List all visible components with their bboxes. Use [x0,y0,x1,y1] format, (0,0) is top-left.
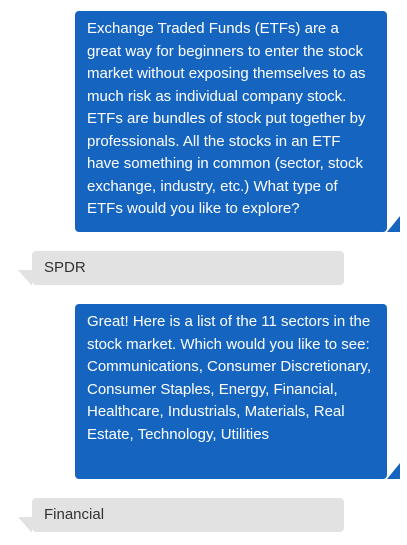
bot-message-text: Great! Here is a list of the 11 sectors … [87,313,371,443]
user-message-text: Financial [44,506,105,523]
bot-message-tail [387,463,400,479]
user-message-tail [18,517,32,533]
bot-message: Exchange Traded Funds (ETFs) are a great… [75,11,387,232]
user-message-tail [18,270,32,286]
bot-message: Great! Here is a list of the 11 sectors … [75,304,387,479]
user-message: SPDR [32,251,344,285]
bot-message-tail [387,216,400,232]
user-message-text: SPDR [44,259,86,276]
user-message: Financial [32,498,344,532]
bot-message-text: Exchange Traded Funds (ETFs) are a great… [87,20,366,217]
